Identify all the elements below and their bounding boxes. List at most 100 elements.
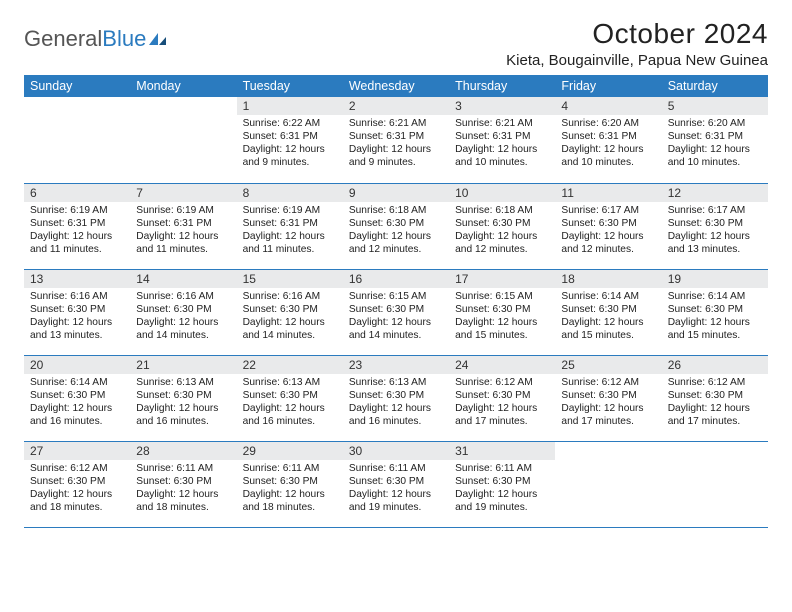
sunset-line: Sunset: 6:30 PM xyxy=(243,476,318,487)
day-details: Sunrise: 6:13 AMSunset: 6:30 PMDaylight:… xyxy=(343,374,449,432)
logo-word-2: Blue xyxy=(102,26,146,51)
day-number: 3 xyxy=(449,97,555,115)
sunrise-line: Sunrise: 6:12 AM xyxy=(30,463,108,474)
location-text: Kieta, Bougainville, Papua New Guinea xyxy=(506,52,768,69)
day-number: 11 xyxy=(555,184,661,202)
daylight-line: Daylight: 12 hours and 18 minutes. xyxy=(30,489,112,513)
sunset-line: Sunset: 6:30 PM xyxy=(243,390,318,401)
weekday-header: Tuesday xyxy=(237,75,343,97)
calendar-head: SundayMondayTuesdayWednesdayThursdayFrid… xyxy=(24,75,768,97)
weekday-header: Thursday xyxy=(449,75,555,97)
day-number: 27 xyxy=(24,442,130,460)
sunrise-line: Sunrise: 6:21 AM xyxy=(349,118,427,129)
day-details: Sunrise: 6:18 AMSunset: 6:30 PMDaylight:… xyxy=(343,202,449,260)
daylight-line: Daylight: 12 hours and 12 minutes. xyxy=(455,231,537,255)
calendar-cell xyxy=(130,97,236,183)
calendar-cell: 28Sunrise: 6:11 AMSunset: 6:30 PMDayligh… xyxy=(130,441,236,527)
sunrise-line: Sunrise: 6:11 AM xyxy=(243,463,320,474)
calendar-cell xyxy=(24,97,130,183)
sunrise-line: Sunrise: 6:15 AM xyxy=(455,291,533,302)
logo-text: GeneralBlue xyxy=(24,26,146,52)
sunset-line: Sunset: 6:30 PM xyxy=(349,390,424,401)
day-number: 29 xyxy=(237,442,343,460)
day-details: Sunrise: 6:12 AMSunset: 6:30 PMDaylight:… xyxy=(662,374,768,432)
calendar-cell xyxy=(662,441,768,527)
calendar-cell: 9Sunrise: 6:18 AMSunset: 6:30 PMDaylight… xyxy=(343,183,449,269)
day-details: Sunrise: 6:21 AM Sunset: 6:31 PM Daylight:… xyxy=(343,115,449,173)
calendar-cell: 14Sunrise: 6:16 AMSunset: 6:30 PMDayligh… xyxy=(130,269,236,355)
calendar-week-row: 20Sunrise: 6:14 AMSunset: 6:30 PMDayligh… xyxy=(24,355,768,441)
daylight-line: Daylight: 12 hours and 10 minutes. xyxy=(455,144,537,168)
daylight-line: Daylight: 12 hours and 11 minutes. xyxy=(243,231,325,255)
sunset-line: Sunset: 6:30 PM xyxy=(455,304,530,315)
calendar-cell: 15Sunrise: 6:16 AMSunset: 6:30 PMDayligh… xyxy=(237,269,343,355)
day-number xyxy=(662,442,768,446)
calendar-cell: 5Sunrise: 6:20 AMSunset: 6:31 PMDaylight… xyxy=(662,97,768,183)
sunset-line: Sunset: 6:31 PM xyxy=(136,218,211,229)
day-details: Sunrise: 6:12 AMSunset: 6:30 PMDaylight:… xyxy=(555,374,661,432)
day-number: 10 xyxy=(449,184,555,202)
day-number: 17 xyxy=(449,270,555,288)
calendar-cell: 27 Sunrise: 6:12 AM Sunset: 6:30 PM Dayligh… xyxy=(24,441,130,527)
sunrise-line: Sunrise: 6:21 AM xyxy=(455,118,533,129)
calendar-week-row: 27 Sunrise: 6:12 AM Sunset: 6:30 PM Dayligh… xyxy=(24,441,768,527)
sunset-line: Sunset: 6:30 PM xyxy=(30,390,105,401)
daylight-line: Daylight: 12 hours and 9 minutes. xyxy=(349,144,431,168)
daylight-line: Daylight: 12 hours and 16 minutes. xyxy=(136,403,218,427)
day-details: Sunrise: 6:16 AMSunset: 6:30 PMDaylight:… xyxy=(24,288,130,346)
calendar-cell: 30Sunrise: 6:11 AMSunset: 6:30 PMDayligh… xyxy=(343,441,449,527)
sunset-line: Sunset: 6:30 PM xyxy=(455,218,530,229)
sunrise-line: Sunrise: 6:20 AM xyxy=(668,118,746,129)
weekday-header-row: SundayMondayTuesdayWednesdayThursdayFrid… xyxy=(24,75,768,97)
sunset-line: Sunset: 6:30 PM xyxy=(136,304,211,315)
day-number: 31 xyxy=(449,442,555,460)
day-number: 30 xyxy=(343,442,449,460)
sunrise-line: Sunrise: 6:14 AM xyxy=(30,377,108,388)
weekday-header: Sunday xyxy=(24,75,130,97)
calendar-week-row: 6Sunrise: 6:19 AMSunset: 6:31 PMDaylight… xyxy=(24,183,768,269)
day-number: 19 xyxy=(662,270,768,288)
sunrise-line: Sunrise: 6:11 AM xyxy=(136,463,213,474)
sunrise-line: Sunrise: 6:18 AM xyxy=(455,205,533,216)
sunrise-line: Sunrise: 6:14 AM xyxy=(668,291,746,302)
calendar-cell: 6Sunrise: 6:19 AMSunset: 6:31 PMDaylight… xyxy=(24,183,130,269)
sunset-line: Sunset: 6:31 PM xyxy=(455,131,530,142)
sunset-line: Sunset: 6:30 PM xyxy=(349,218,424,229)
sunset-line: Sunset: 6:30 PM xyxy=(136,476,211,487)
day-details: Sunrise: 6:13 AMSunset: 6:30 PMDaylight:… xyxy=(237,374,343,432)
sunrise-line: Sunrise: 6:11 AM xyxy=(349,463,426,474)
sunrise-line: Sunrise: 6:16 AM xyxy=(30,291,108,302)
day-number: 4 xyxy=(555,97,661,115)
sunset-line: Sunset: 6:30 PM xyxy=(30,476,105,487)
day-details: Sunrise: 6:20 AMSunset: 6:31 PMDaylight:… xyxy=(662,115,768,173)
day-details: Sunrise: 6:22 AMSunset: 6:31 PMDaylight:… xyxy=(237,115,343,173)
calendar-cell: 8Sunrise: 6:19 AMSunset: 6:31 PMDaylight… xyxy=(237,183,343,269)
day-number: 13 xyxy=(24,270,130,288)
sunrise-line: Sunrise: 6:16 AM xyxy=(136,291,214,302)
calendar-cell: 26Sunrise: 6:12 AMSunset: 6:30 PMDayligh… xyxy=(662,355,768,441)
weekday-header: Saturday xyxy=(662,75,768,97)
daylight-line: Daylight: 12 hours and 16 minutes. xyxy=(30,403,112,427)
day-details: Sunrise: 6:19 AMSunset: 6:31 PMDaylight:… xyxy=(24,202,130,260)
daylight-line: Daylight: 12 hours and 17 minutes. xyxy=(668,403,750,427)
daylight-line: Daylight: 12 hours and 16 minutes. xyxy=(243,403,325,427)
daylight-line: Daylight: 12 hours and 18 minutes. xyxy=(243,489,325,513)
calendar-cell: 23Sunrise: 6:13 AMSunset: 6:30 PMDayligh… xyxy=(343,355,449,441)
day-details: Sunrise: 6:12 AMSunset: 6:30 PMDaylight:… xyxy=(449,374,555,432)
logo: GeneralBlue xyxy=(24,26,168,52)
day-details: Sunrise: 6:19 AMSunset: 6:31 PMDaylight:… xyxy=(237,202,343,260)
day-details: Sunrise: 6:11 AM Sunset: 6:30 PM Daylight:… xyxy=(237,460,343,518)
weekday-header: Friday xyxy=(555,75,661,97)
day-details: Sunrise: 6:18 AM Sunset: 6:30 PM Daylight:… xyxy=(449,202,555,260)
day-number: 18 xyxy=(555,270,661,288)
sunset-line: Sunset: 6:30 PM xyxy=(561,390,636,401)
calendar-cell: 1Sunrise: 6:22 AMSunset: 6:31 PMDaylight… xyxy=(237,97,343,183)
sunset-line: Sunset: 6:31 PM xyxy=(349,131,424,142)
daylight-line: Daylight: 12 hours and 19 minutes. xyxy=(349,489,431,513)
sunrise-line: Sunrise: 6:19 AM xyxy=(136,205,214,216)
day-details: Sunrise: 6:14 AMSunset: 6:30 PMDaylight:… xyxy=(555,288,661,346)
sunset-line: Sunset: 6:31 PM xyxy=(668,131,743,142)
calendar-table: SundayMondayTuesdayWednesdayThursdayFrid… xyxy=(24,75,768,528)
day-number: 5 xyxy=(662,97,768,115)
weekday-header: Wednesday xyxy=(343,75,449,97)
